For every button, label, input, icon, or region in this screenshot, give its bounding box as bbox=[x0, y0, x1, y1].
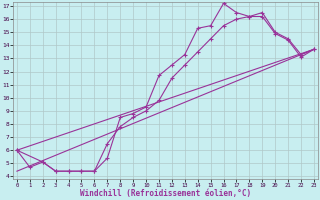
X-axis label: Windchill (Refroidissement éolien,°C): Windchill (Refroidissement éolien,°C) bbox=[80, 189, 251, 198]
